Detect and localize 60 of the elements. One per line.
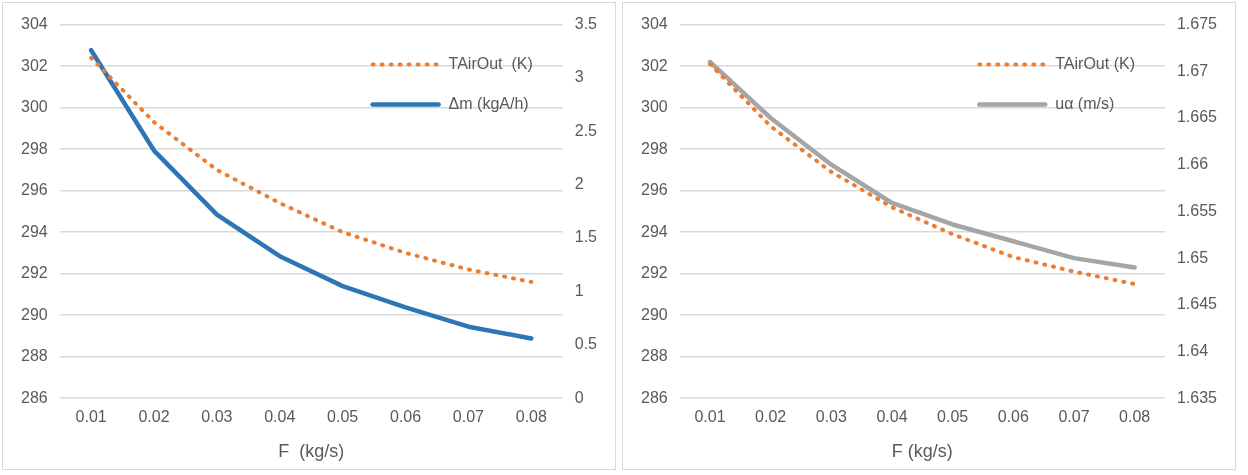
y2-tick-label: 3.5: [574, 15, 598, 33]
y-tick-label: 290: [640, 305, 668, 323]
x-tick-label: 0.05: [937, 408, 969, 426]
x-tick-label: 0.03: [201, 408, 233, 426]
y2-tick-label: 1.67: [1176, 61, 1209, 79]
y-tick-label: 296: [20, 181, 48, 199]
y2-tick-label: 1.645: [1176, 295, 1218, 313]
x-tick-label: 0.08: [1119, 408, 1151, 426]
x-tick-label: 0.04: [264, 408, 296, 426]
x-tick-label: 0.01: [75, 408, 107, 426]
y-tick-label: 292: [20, 264, 48, 282]
y2-tick-label: 1.635: [1176, 388, 1218, 406]
x-tick-label: 0.07: [1058, 408, 1090, 426]
x-tick-label: 0.05: [327, 408, 359, 426]
legend-label: Δm (kgA/h): [448, 95, 529, 113]
y2-tick-label: 1.5: [574, 228, 598, 246]
y-tick-label: 304: [20, 15, 48, 33]
y2-tick-label: 0.5: [574, 335, 598, 353]
y-tick-label: 286: [20, 388, 48, 406]
y-tick-label: 296: [640, 181, 668, 199]
y2-tick-label: 3: [574, 68, 584, 86]
y-tick-label: 300: [640, 98, 668, 116]
x-axis-title: F (kg/s): [891, 441, 953, 462]
y2-tick-label: 1.64: [1176, 341, 1209, 359]
x-tick-label: 0.03: [815, 408, 848, 426]
y-tick-label: 298: [20, 139, 48, 157]
y2-tick-label: 2.5: [574, 121, 598, 139]
y2-tick-label: 2: [574, 175, 584, 193]
y-tick-label: 302: [20, 56, 48, 74]
legend-label: TAirOut (K): [448, 55, 533, 73]
x-axis-title: F (kg/s): [278, 441, 345, 462]
x-tick-label: 0.04: [876, 408, 908, 426]
y-tick-label: 288: [20, 347, 48, 365]
y2-tick-label: 1.66: [1176, 155, 1209, 173]
y-tick-label: 304: [640, 15, 668, 33]
x-tick-label: 0.08: [515, 408, 547, 426]
y-tick-label: 286: [640, 388, 668, 406]
x-tick-label: 0.02: [755, 408, 787, 426]
legend-label: TAirOut (K): [1055, 55, 1135, 73]
y2-tick-label: 1.665: [1176, 108, 1218, 126]
y2-tick-label: 1: [574, 281, 584, 299]
y-tick-label: 300: [20, 98, 48, 116]
line-series: [89, 55, 534, 284]
y-tick-label: 290: [20, 305, 48, 323]
x-tick-label: 0.01: [694, 408, 726, 426]
y2-tick-label: 1.655: [1176, 201, 1218, 219]
legend-label: uα (m/s): [1055, 95, 1115, 113]
y2-tick-label: 1.65: [1176, 248, 1209, 266]
y-tick-label: 294: [20, 222, 48, 240]
y2-tick-label: 0: [574, 388, 584, 406]
y-tick-label: 298: [640, 139, 668, 157]
x-tick-label: 0.02: [138, 408, 170, 426]
x-tick-label: 0.07: [452, 408, 485, 426]
y-tick-label: 294: [640, 222, 668, 240]
y-tick-label: 302: [640, 56, 668, 74]
x-tick-label: 0.06: [389, 408, 422, 426]
y-tick-label: 288: [640, 347, 668, 365]
x-tick-label: 0.06: [997, 408, 1029, 426]
y-tick-label: 292: [640, 264, 668, 282]
y2-tick-label: 1.675: [1176, 15, 1218, 33]
